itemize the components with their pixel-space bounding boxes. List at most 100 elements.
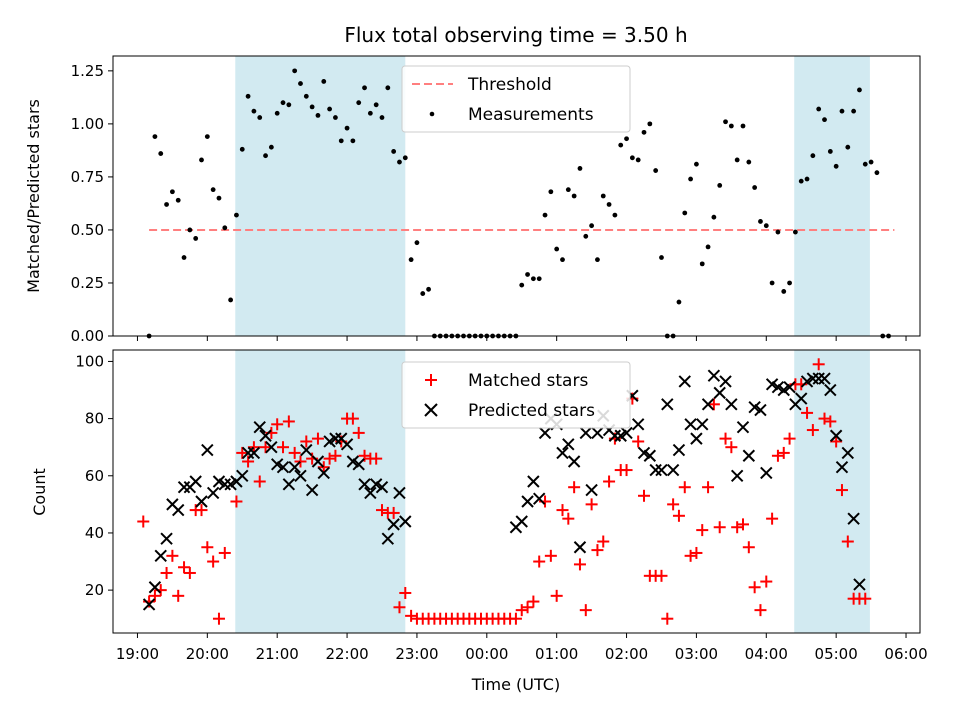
matched-star-point	[771, 449, 784, 462]
matched-star-point	[288, 446, 301, 459]
y-tick-label: 60	[85, 467, 104, 485]
matched-star-point	[812, 358, 825, 371]
y-tick-label: 40	[85, 524, 104, 542]
predicted-star-point	[340, 438, 354, 451]
predicted-star-point	[678, 375, 691, 388]
matched-star-point	[300, 435, 313, 448]
predicted-star-point	[649, 463, 662, 477]
predicted-star-point	[742, 449, 756, 462]
predicted-star-point	[841, 446, 855, 460]
predicted-star-point	[189, 475, 202, 488]
measurement-point	[245, 93, 251, 99]
y-tick-label: 20	[85, 581, 104, 599]
legend-predicted-label: Predicted stars	[468, 401, 595, 421]
x-tick-label: 05:00	[815, 645, 858, 663]
predicted-star-point	[393, 486, 406, 500]
matched-star-point	[736, 518, 749, 531]
measurement-point	[257, 115, 263, 120]
predicted-star-point	[573, 541, 587, 554]
measurement-point	[420, 291, 426, 296]
matched-star-point	[212, 612, 225, 625]
legend-measurements-label: Measurements	[468, 105, 594, 125]
x-tick-label: 03:00	[675, 645, 718, 663]
predicted-star-point	[265, 440, 278, 454]
predicted-star-point	[760, 466, 773, 480]
predicted-star-point	[300, 443, 313, 457]
predicted-star-point	[305, 483, 319, 497]
predicted-star-point	[148, 581, 162, 594]
matched-star-point	[393, 601, 406, 614]
matched-star-point	[166, 549, 179, 562]
matched-star-point	[579, 604, 592, 617]
x-axis-label: Time (UTC)	[471, 675, 560, 694]
matched-star-point	[777, 446, 790, 459]
measurement-point	[210, 187, 216, 193]
predicted-star-point	[311, 455, 325, 468]
predicted-star-point	[206, 486, 220, 500]
predicted-star-point	[567, 455, 581, 468]
measurement-point	[548, 189, 554, 195]
measurement-point	[303, 93, 309, 99]
predicted-star-point	[352, 458, 365, 471]
matched-star-point	[830, 435, 843, 448]
matched-star-point	[766, 512, 779, 525]
predicted-star-point	[812, 372, 825, 385]
top-legend: Threshold Measurements	[401, 65, 631, 133]
matched-star-point	[160, 566, 173, 579]
measurement-point	[792, 229, 798, 235]
measurement-point	[798, 178, 804, 184]
measurement-point	[169, 189, 175, 195]
measurement-point	[723, 119, 728, 125]
measurement-point	[868, 159, 874, 165]
legend-predicted-swatch	[424, 403, 438, 417]
matched-star-point	[346, 412, 359, 425]
measurement-point	[379, 115, 385, 120]
matched-star-point	[690, 546, 703, 559]
matched-star-point	[725, 441, 738, 454]
predicted-star-point	[142, 598, 156, 611]
predicted-stars-points	[142, 369, 866, 611]
matched-star-point	[247, 441, 260, 454]
legend-matched-label: Matched stars	[468, 371, 588, 391]
matched-star-point	[556, 504, 569, 517]
measurement-point	[268, 144, 274, 150]
measurement-point	[193, 236, 199, 241]
top-plot-frame	[112, 55, 921, 337]
shaded-interval-2	[794, 56, 870, 336]
matched-star-point	[178, 561, 191, 574]
matched-star-point	[754, 604, 767, 617]
measurement-point	[816, 106, 822, 112]
measurement-point	[629, 155, 635, 161]
predicted-star-point	[533, 492, 546, 505]
measurement-point	[391, 149, 397, 154]
predicted-star-point	[730, 469, 744, 482]
matched-star-point	[137, 515, 150, 528]
predicted-star-point	[725, 398, 738, 411]
matched-star-point	[271, 418, 284, 431]
matched-star-point	[585, 498, 598, 511]
measurement-point	[175, 197, 181, 203]
matched-star-point	[230, 495, 243, 508]
matched-star-point	[655, 569, 668, 582]
matched-star-point	[544, 549, 557, 562]
measurement-point	[682, 210, 688, 216]
bottom-legend-box	[401, 361, 631, 429]
matched-star-point	[597, 535, 610, 548]
measurement-point	[839, 108, 845, 114]
predicted-star-point	[556, 446, 569, 460]
predicted-star-point	[375, 481, 389, 494]
measurements-points	[146, 68, 891, 339]
chart-title: Flux total observing time = 3.50 h	[344, 23, 687, 47]
x-tick-label: 06:00	[884, 645, 927, 663]
predicted-star-point	[631, 418, 645, 431]
measurement-point	[746, 159, 752, 165]
predicted-star-point	[783, 380, 796, 394]
matched-star-point	[707, 398, 720, 411]
predicted-star-point	[172, 503, 185, 517]
measurement-point	[426, 286, 431, 292]
measurement-point	[397, 159, 402, 165]
measurement-point	[554, 246, 560, 252]
measurement-point	[612, 212, 618, 218]
predicted-star-point	[707, 369, 721, 382]
